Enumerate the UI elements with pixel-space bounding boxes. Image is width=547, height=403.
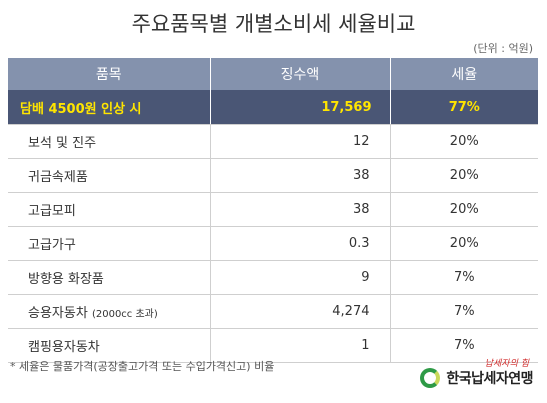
logo-name: 한국납세자연맹: [446, 371, 533, 387]
table-row: 방향용 화장품 9 7%: [8, 260, 538, 295]
table-header-row: 품목 징수액 세율: [8, 58, 538, 90]
highlight-amount: 17,569: [209, 90, 390, 125]
row-amount: 4,274: [209, 294, 390, 329]
row-amount: 0.3: [209, 226, 390, 261]
row-item: 귀금속제품: [8, 158, 210, 193]
row-rate: 7%: [389, 260, 538, 295]
unit-label: (단위 : 억원): [473, 42, 533, 55]
row-item: 캠핑용자동차: [8, 328, 210, 363]
highlight-rate: 77%: [389, 90, 538, 125]
row-amount: 9: [209, 260, 390, 295]
page-title: 주요품목별 개별소비세 세율비교: [131, 12, 416, 36]
row-rate: 20%: [389, 124, 538, 159]
table-row: 귀금속제품 38 20%: [8, 158, 538, 193]
tax-rate-table: 품목 징수액 세율 담배 4500원 인상 시 17,569 77% 보석 및 …: [8, 58, 538, 363]
logo-slogan: 납세자의 힘: [484, 359, 529, 369]
row-amount: 38: [209, 158, 390, 193]
row-rate: 7%: [389, 328, 538, 363]
highlight-row: 담배 4500원 인상 시 17,569 77%: [8, 90, 538, 125]
table-row: 고급가구 0.3 20%: [8, 226, 538, 261]
row-rate: 7%: [389, 294, 538, 329]
table-row: 보석 및 진주 12 20%: [8, 124, 538, 159]
row-amount: 38: [209, 192, 390, 227]
table-row: 고급모피 38 20%: [8, 192, 538, 227]
highlight-item: 담배 4500원 인상 시: [8, 90, 210, 125]
table-row: 캠핑용자동차 1 7%: [8, 328, 538, 363]
header-amount: 징수액: [209, 58, 390, 90]
row-amount: 1: [209, 328, 390, 363]
row-rate: 20%: [389, 158, 538, 193]
row-item-note: (2000cc 초과): [91, 309, 158, 320]
row-item: 보석 및 진주: [8, 124, 210, 159]
row-item: 방향용 화장품: [8, 260, 210, 295]
table-row: 승용자동차 (2000cc 초과) 4,274 7%: [8, 294, 538, 329]
circle-logo-icon: [420, 368, 441, 388]
row-amount: 12: [209, 124, 390, 159]
footnote: * 세율은 물품가격(공장출고가격 또는 수입가격신고) 비율: [10, 360, 275, 373]
header-rate: 세율: [389, 58, 538, 90]
organization-logo: 한국납세자연맹: [420, 368, 533, 388]
header-item: 품목: [8, 58, 210, 90]
row-item: 고급가구: [8, 226, 210, 261]
row-rate: 20%: [389, 192, 538, 227]
row-item: 승용자동차 (2000cc 초과): [8, 294, 210, 329]
row-rate: 20%: [389, 226, 538, 261]
row-item: 고급모피: [8, 192, 210, 227]
